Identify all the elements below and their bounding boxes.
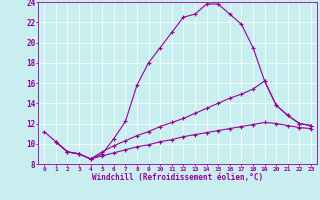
X-axis label: Windchill (Refroidissement éolien,°C): Windchill (Refroidissement éolien,°C) (92, 173, 263, 182)
